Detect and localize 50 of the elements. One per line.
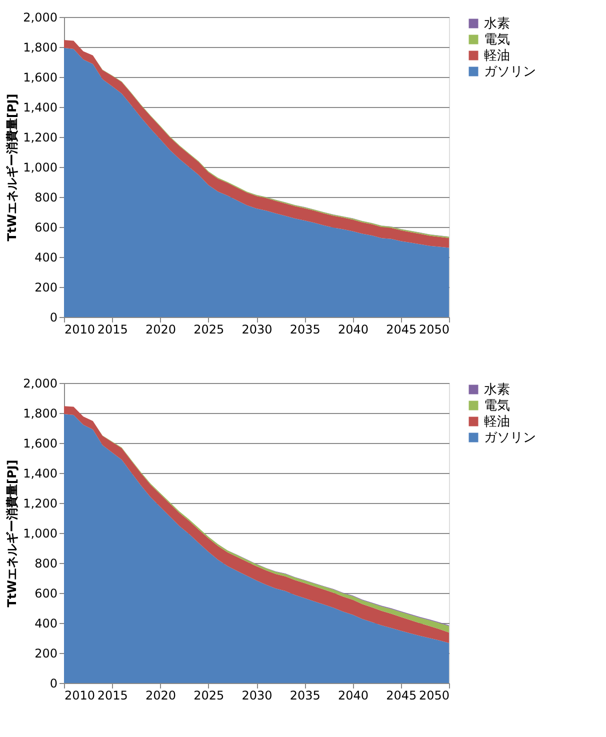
y-tick-label: 2,000 [23, 10, 58, 24]
y-tick-label: 1,400 [23, 100, 58, 114]
x-tick-label: 2015 [97, 688, 128, 702]
y-tick-label: 600 [34, 586, 58, 600]
y-tick-label: 200 [34, 646, 58, 660]
y-tick-label: 0 [50, 310, 58, 324]
y-tick-label: 600 [34, 220, 58, 234]
x-tick-label: 2040 [338, 688, 369, 702]
y-tick-label: 400 [34, 250, 58, 264]
legend-label: 水素 [484, 16, 510, 32]
x-tick-label: 2050 [418, 688, 450, 702]
x-tick-label: 2020 [145, 322, 176, 336]
y-tick-label: 1,000 [23, 526, 58, 540]
legend-label: 電気 [484, 32, 510, 48]
x-tick-label: 2030 [242, 688, 272, 702]
x-tick-label: 2025 [194, 688, 224, 702]
y-axis-title: TtWエネルギー消費量[PJ] [5, 460, 20, 608]
x-tick-label: 2035 [290, 322, 320, 336]
y-tick-label: 1,600 [23, 436, 58, 450]
legend-label: ガソリン [484, 64, 536, 80]
y-tick-label: 1,800 [23, 406, 58, 420]
x-tick-label: 2045 [386, 322, 417, 336]
y-tick-label: 2,000 [23, 376, 58, 390]
x-tick-label: 2035 [290, 688, 320, 702]
y-tick-label: 200 [34, 280, 58, 294]
y-tick-label: 1,200 [23, 130, 58, 144]
y-tick-label: 1,800 [23, 40, 58, 54]
y-tick-label: 800 [34, 190, 58, 204]
x-tick-label: 2025 [194, 322, 224, 336]
legend-label: 軽油 [484, 414, 510, 430]
y-tick-label: 1,600 [23, 70, 58, 84]
legend-label: 軽油 [484, 48, 510, 64]
legend-label: 水素 [484, 382, 510, 398]
y-tick-label: 0 [50, 676, 58, 690]
y-tick-label: 400 [34, 616, 58, 630]
x-tick-label: 2010 [64, 688, 96, 702]
x-tick-label: 2010 [64, 322, 96, 336]
x-tick-label: 2045 [386, 688, 417, 702]
y-axis-title: TtWエネルギー消費量[PJ] [5, 94, 20, 242]
x-tick-label: 2020 [145, 688, 176, 702]
legend-label: ガソリン [484, 430, 536, 446]
x-tick-label: 2015 [97, 322, 128, 336]
x-tick-label: 2030 [242, 322, 272, 336]
y-tick-label: 1,400 [23, 466, 58, 480]
legend-label: 電気 [484, 398, 510, 414]
x-tick-label: 2040 [338, 322, 369, 336]
y-tick-label: 800 [34, 556, 58, 570]
y-tick-label: 1,000 [23, 160, 58, 174]
x-tick-label: 2050 [418, 322, 450, 336]
y-tick-label: 1,200 [23, 496, 58, 510]
